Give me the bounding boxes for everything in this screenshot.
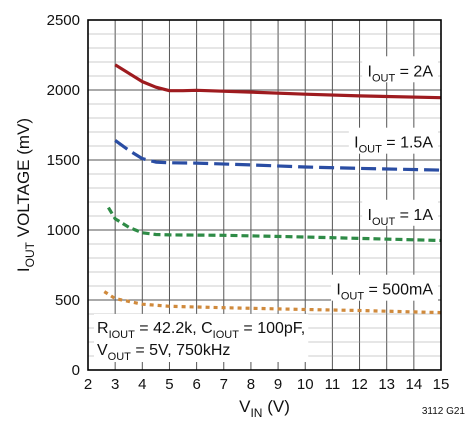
series-line-iout-1a — [107, 206, 442, 243]
series-label: IOUT = 2A — [368, 63, 434, 84]
y-axis-title-pre: I — [14, 267, 33, 272]
y-tick-label: 1000 — [47, 222, 80, 239]
x-tick-label: 11 — [325, 376, 341, 393]
y-tick-label: 0 — [72, 362, 80, 379]
series-label-sub: OUT — [341, 291, 365, 303]
conditions-bg — [94, 314, 309, 362]
series-label-sub: OUT — [359, 144, 383, 156]
y-tick-label: 1500 — [47, 152, 80, 169]
series-label-rest: = 1.5A — [382, 135, 433, 152]
figure-code: 3112 G21 — [422, 406, 466, 417]
series-label-sub: OUT — [372, 72, 396, 84]
conditions-line: VOUT = 5V, 750kHz — [97, 342, 230, 363]
x-tick-label: 6 — [192, 376, 200, 393]
conditions-text: V — [97, 342, 108, 359]
series-label-bg — [348, 127, 438, 154]
x-tick-label: 5 — [165, 376, 173, 393]
x-tick-label: 3 — [111, 376, 119, 393]
x-tick-label: 8 — [247, 376, 255, 393]
y-tick-label: 500 — [55, 292, 80, 309]
series-label-sub: OUT — [372, 216, 396, 228]
y-axis-title-sub: OUT — [23, 241, 37, 267]
x-axis-title: VIN (V) — [239, 397, 290, 420]
series-label: IOUT = 1.5A — [354, 135, 433, 156]
series-label-bg — [362, 56, 438, 83]
x-tick-label: 12 — [351, 376, 368, 393]
series-label-rest: = 500mA — [364, 282, 433, 299]
plot-frame — [87, 19, 442, 371]
conditions-subscript: IOUT — [213, 329, 240, 341]
conditions-subscript: IOUT — [109, 329, 136, 341]
series-line-iout-1-5a — [114, 139, 442, 172]
conditions-text: = 100pF, — [239, 320, 305, 337]
y-tick-label: 2500 — [47, 12, 80, 29]
x-tick-label: 10 — [297, 376, 314, 393]
conditions-text: R — [97, 320, 109, 337]
x-tick-label: 13 — [378, 376, 395, 393]
series-label-main: I — [336, 282, 340, 299]
y-axis-title: IOUT VOLTAGE (mV) — [14, 118, 37, 272]
x-axis-title-unit: (V) — [262, 397, 289, 416]
conditions-line: RIOUT = 42.2k, CIOUT = 100pF, — [97, 320, 305, 341]
x-tick-label: 14 — [406, 376, 423, 393]
conditions-text: = 5V, 750kHz — [131, 342, 230, 359]
series-layer — [103, 63, 442, 315]
tick-labels: 2 3 4 5 6 7 8 9 10 11 12 13 14 15 0 500 1000 1500 2000 2500 — [47, 12, 450, 393]
series-line-iout-2a — [114, 63, 442, 100]
x-tick-label: 9 — [274, 376, 282, 393]
series-label: IOUT = 500mA — [336, 282, 433, 303]
y-axis-title-post: VOLTAGE (mV) — [14, 118, 33, 242]
series-label-rest: = 1A — [395, 207, 433, 224]
conditions-subscript: OUT — [108, 351, 132, 363]
series-label-rest: = 2A — [395, 63, 433, 80]
grid — [88, 20, 441, 370]
series-label: IOUT = 1A — [368, 207, 434, 228]
conditions-annotation: RIOUT = 42.2k, CIOUT = 100pF,VOUT = 5V, … — [94, 314, 309, 363]
series-label-bg — [362, 199, 438, 226]
y-tick-label: 2000 — [47, 82, 80, 99]
x-tick-label: 7 — [220, 376, 228, 393]
x-tick-label: 4 — [138, 376, 146, 393]
x-axis-title-sub: IN — [250, 406, 262, 420]
series-label-bg — [331, 274, 438, 301]
x-axis-title-main: V — [239, 397, 251, 416]
series-label-main: I — [368, 63, 372, 80]
series-line-iout-500ma — [103, 290, 442, 315]
x-tick-label: 15 — [433, 376, 450, 393]
series-label-main: I — [368, 207, 372, 224]
series-label-main: I — [354, 135, 358, 152]
conditions-text: = 42.2k, C — [135, 320, 213, 337]
x-tick-label: 2 — [84, 376, 92, 393]
